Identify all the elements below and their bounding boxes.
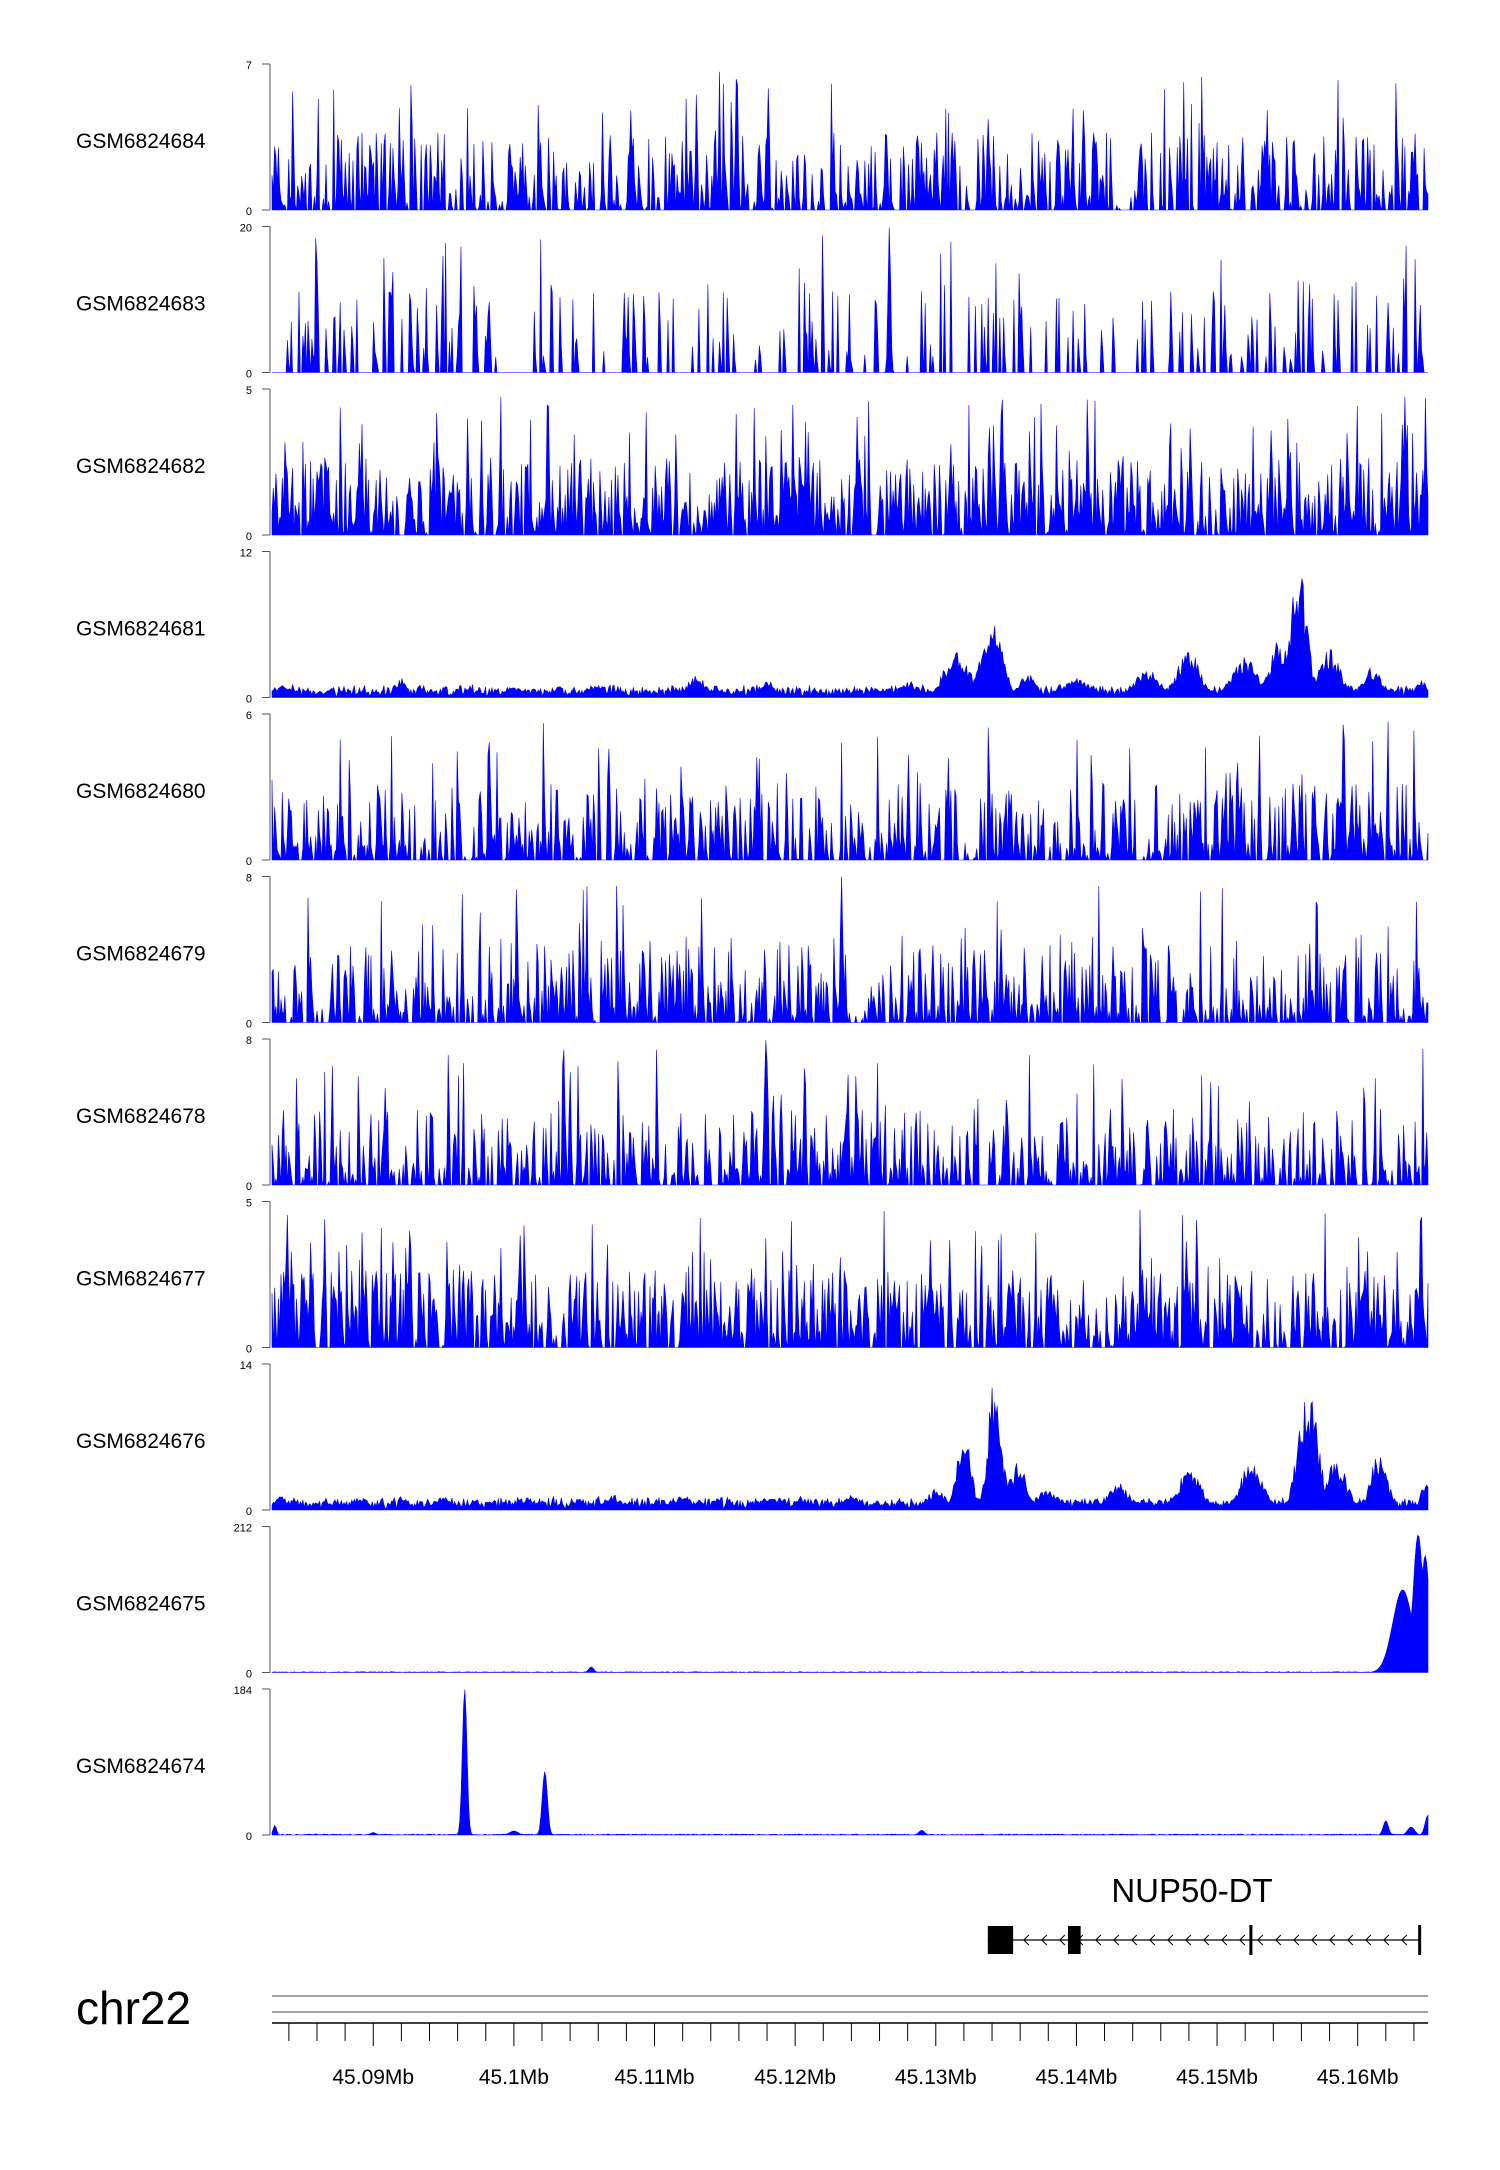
strand-arrow [1257,1934,1264,1946]
coverage-area [271,396,1429,537]
axis-tick-label: 45.1Mb [479,2066,549,2089]
genomic-axis: chr22 45.09Mb 45.1Mb 45.11Mb 45.12Mb 45.13Mb… [76,1982,1428,2089]
axis-tick-label: 45.12Mb [754,2066,836,2089]
strand-arrow [1383,1934,1390,1946]
gene-track: NUP50-DT [987,1872,1422,1955]
y-axis-max-label: 5 [246,1198,252,1210]
coverage-area [271,578,1429,699]
strand-arrow [1149,1934,1156,1946]
track-GSM6824684: GSM6824684 7 0 [76,60,1429,218]
strand-arrow [1203,1934,1210,1946]
track-GSM6824679: GSM6824679 8 0 [76,873,1429,1031]
y-axis-max-label: 5 [246,385,252,397]
y-axis-min-label: 0 [246,531,252,543]
coverage-area [271,1209,1429,1349]
track-GSM6824677: GSM6824677 5 0 [76,1198,1429,1356]
track-label: GSM6824674 [76,1755,206,1778]
coverage-area [271,721,1429,862]
strand-arrow [1401,1934,1408,1946]
y-axis-min-label: 0 [246,369,252,381]
exon-4 [1418,1925,1422,1955]
axis-tick-label: 45.16Mb [1317,2066,1399,2089]
strand-arrow [1329,1934,1336,1946]
track-label: GSM6824679 [76,942,206,965]
axis-tick-label: 45.11Mb [614,2066,694,2089]
y-axis-min-label: 0 [246,206,252,218]
y-axis-max-label: 20 [240,223,252,235]
y-axis-max-label: 12 [240,548,252,560]
strand-arrow [1293,1934,1300,1946]
y-axis-min-label: 0 [246,1831,252,1843]
chromosome-label: chr22 [76,1982,191,2034]
strand-arrow [1167,1934,1174,1946]
coverage-area [272,227,1428,373]
track-GSM6824678: GSM6824678 8 0 [76,1035,1429,1193]
y-axis-min-label: 0 [246,856,252,868]
track-GSM6824675: GSM6824675 212 0 [76,1523,1429,1681]
y-axis-min-label: 0 [246,1019,252,1031]
strand-arrow [1113,1934,1120,1946]
gene-name-label: NUP50-DT [1111,1872,1272,1909]
strand-arrow [1059,1934,1066,1946]
strand-arrow [1095,1934,1102,1946]
track-label: GSM6824681 [76,617,206,640]
coverage-area [271,1689,1429,1836]
track-GSM6824674: GSM6824674 184 0 [76,1685,1429,1843]
coverage-area [271,71,1429,211]
strand-arrow [1347,1934,1354,1946]
track-GSM6824681: GSM6824681 12 0 [76,548,1429,706]
y-axis-max-label: 184 [234,1685,252,1697]
strand-arrow [1131,1934,1138,1946]
track-GSM6824676: GSM6824676 14 0 [76,1360,1429,1518]
track-label: GSM6824683 [76,292,206,315]
y-axis-max-label: 6 [246,710,252,722]
y-axis-min-label: 0 [246,694,252,706]
strand-arrow [1041,1934,1048,1946]
strand-arrow [1365,1934,1372,1946]
axis-ticks: 45.09Mb 45.1Mb 45.11Mb 45.12Mb 45.13Mb 45.14M… [288,2023,1415,2089]
strand-arrow [1311,1934,1318,1946]
y-axis-min-label: 0 [246,1669,252,1681]
y-axis-max-label: 212 [234,1523,252,1535]
coverage-area [271,876,1429,1024]
strand-arrow [1023,1934,1030,1946]
strand-arrow [1221,1934,1228,1946]
track-label: GSM6824676 [76,1430,206,1453]
track-label: GSM6824684 [76,130,206,153]
axis-tick-label: 45.09Mb [332,2066,414,2089]
y-axis-max-label: 8 [246,1035,252,1047]
coverage-tracks: GSM682468470GSM6824683200GSM682468250GSM… [76,60,1429,1843]
exon-1 [987,1926,1014,1954]
track-label: GSM6824678 [76,1105,206,1128]
y-axis-max-label: 8 [246,873,252,885]
axis-tick-label: 45.15Mb [1176,2066,1258,2089]
track-GSM6824680: GSM6824680 6 0 [76,710,1429,868]
y-axis-max-label: 14 [240,1360,252,1372]
track-label: GSM6824680 [76,780,206,803]
exon-2 [1067,1926,1081,1954]
strand-arrow [1185,1934,1192,1946]
coverage-area [271,1387,1429,1511]
track-label: GSM6824677 [76,1267,206,1290]
exon-3 [1249,1925,1253,1955]
y-axis-min-label: 0 [246,1181,252,1193]
strand-arrow [1239,1934,1246,1946]
coverage-area [271,1040,1429,1187]
y-axis-min-label: 0 [246,1344,252,1356]
track-label: GSM6824682 [76,455,206,478]
axis-tick-label: 45.13Mb [895,2066,977,2089]
gene-model [987,1925,1422,1955]
coverage-area [271,1534,1429,1673]
axis-tick-label: 45.14Mb [1036,2066,1118,2089]
y-axis-max-label: 7 [246,60,252,72]
track-GSM6824682: GSM6824682 5 0 [76,385,1429,543]
y-axis-min-label: 0 [246,1506,252,1518]
strand-arrow [1275,1934,1282,1946]
track-label: GSM6824675 [76,1592,206,1615]
track-GSM6824683: GSM6824683 20 0 [76,223,1428,381]
